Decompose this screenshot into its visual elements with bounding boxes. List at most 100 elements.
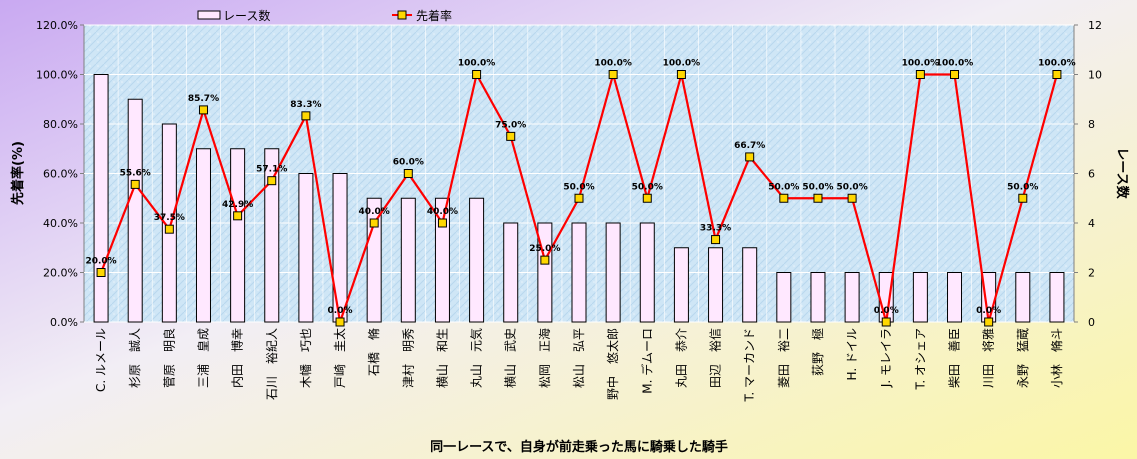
data-label: 100.0% bbox=[936, 59, 974, 69]
bar bbox=[93, 74, 109, 323]
line-point bbox=[711, 235, 721, 245]
x-axis-categories: C. ルメール 杉原 誠人 菅原 明良 三浦 皇成 内田 博幸 石川 裕紀人 木幡 巧也 戸崎… bbox=[94, 328, 1064, 403]
line-series bbox=[96, 70, 1062, 327]
category-label: C. ルメール bbox=[94, 328, 108, 392]
category-label: 石橋 脩 bbox=[367, 328, 381, 376]
line-point bbox=[813, 193, 823, 203]
data-label: 100.0% bbox=[458, 59, 496, 69]
data-label: 0.0% bbox=[328, 306, 353, 316]
gridlines bbox=[84, 24, 1074, 323]
bar bbox=[366, 197, 382, 323]
legend: レース数 先着率 bbox=[197, 8, 452, 23]
line-point bbox=[198, 105, 208, 115]
line-point bbox=[472, 70, 482, 79]
line-point bbox=[574, 193, 584, 203]
bar bbox=[844, 272, 860, 323]
line-point bbox=[745, 152, 755, 162]
data-label: 0.0% bbox=[874, 306, 899, 316]
right-tick-label: 0 bbox=[1088, 316, 1095, 329]
data-label: 100.0% bbox=[663, 59, 701, 69]
category-label: 小林 脩斗 bbox=[1050, 328, 1064, 388]
right-axis-title: レース数 bbox=[1114, 147, 1130, 199]
data-label: 100.0% bbox=[902, 59, 940, 69]
left-axis-title: 先着率(%) bbox=[10, 141, 26, 205]
category-label: 戸崎 圭太 bbox=[332, 328, 347, 388]
category-label: 菱田 裕二 bbox=[776, 328, 791, 388]
data-label: 37.5% bbox=[154, 213, 185, 223]
left-tick-label: 80.0% bbox=[43, 118, 78, 131]
bar bbox=[127, 98, 143, 323]
category-label: 丸田 恭介 bbox=[674, 328, 688, 388]
category-label: 松岡 正海 bbox=[537, 328, 552, 388]
bar bbox=[195, 148, 211, 323]
category-label: 菅原 明良 bbox=[161, 328, 176, 388]
data-label: 55.6% bbox=[120, 168, 151, 178]
bar bbox=[230, 148, 246, 323]
right-tick-label: 12 bbox=[1088, 19, 1102, 32]
data-label: 50.0% bbox=[802, 182, 833, 192]
left-tick-label: 40.0% bbox=[43, 217, 78, 230]
category-label: 石川 裕紀人 bbox=[264, 328, 279, 400]
bar bbox=[537, 222, 553, 323]
line-point bbox=[403, 169, 413, 178]
data-label: 75.0% bbox=[495, 120, 526, 130]
bar bbox=[332, 173, 348, 323]
left-tick-label: 120.0% bbox=[36, 19, 78, 32]
bar bbox=[742, 247, 758, 323]
category-label: 松山 弘平 bbox=[572, 328, 586, 388]
bar bbox=[912, 272, 928, 323]
bar bbox=[434, 197, 450, 323]
bar bbox=[571, 222, 587, 323]
category-label: 丸山 元気 bbox=[469, 328, 484, 388]
data-label: 33.3% bbox=[700, 224, 731, 234]
line-point bbox=[130, 179, 140, 189]
line-point bbox=[1018, 193, 1028, 203]
bar bbox=[639, 222, 655, 323]
data-label: 50.0% bbox=[836, 182, 867, 192]
bar bbox=[810, 272, 826, 323]
line-point bbox=[881, 317, 891, 327]
line-point bbox=[437, 218, 447, 228]
bar bbox=[264, 148, 280, 323]
data-label: 20.0% bbox=[85, 257, 116, 267]
data-label: 50.0% bbox=[1007, 182, 1038, 192]
data-label: 60.0% bbox=[393, 158, 424, 168]
legend-bar-swatch bbox=[197, 10, 221, 20]
legend-bar-label: レース数 bbox=[223, 8, 270, 23]
data-label: 100.0% bbox=[594, 59, 632, 69]
bar bbox=[161, 123, 177, 323]
line-point bbox=[506, 131, 516, 141]
data-label: 85.7% bbox=[188, 94, 219, 104]
category-label: T. マーカンド bbox=[743, 328, 757, 403]
category-label: 内田 博幸 bbox=[230, 328, 245, 388]
left-tick-label: 0.0% bbox=[50, 316, 78, 329]
left-tick-label: 60.0% bbox=[43, 168, 78, 181]
line-point bbox=[984, 317, 994, 327]
category-label: 荻野 極 bbox=[810, 328, 825, 376]
bar bbox=[503, 222, 519, 323]
data-label: 50.0% bbox=[768, 182, 799, 192]
line-point bbox=[301, 111, 311, 121]
category-label: J. モレイラ bbox=[879, 328, 893, 388]
bar bbox=[400, 197, 416, 323]
line-point bbox=[950, 70, 960, 79]
bar bbox=[708, 247, 724, 323]
line-point bbox=[233, 211, 243, 221]
line-point bbox=[96, 268, 106, 277]
x-axis-title: 同一レースで、自身が前走乗った馬に騎乗した騎手 bbox=[430, 439, 728, 455]
data-label: 100.0% bbox=[1038, 59, 1076, 69]
data-label: 40.0% bbox=[427, 207, 458, 217]
line-point bbox=[164, 224, 174, 234]
data-label: 57.1% bbox=[256, 165, 287, 175]
data-label: 25.0% bbox=[529, 244, 560, 254]
right-tick-label: 10 bbox=[1088, 69, 1102, 82]
legend-line-marker bbox=[397, 10, 407, 20]
legend-line-label: 先着率 bbox=[416, 8, 452, 23]
category-label: H. ドイル bbox=[845, 328, 859, 380]
data-label: 50.0% bbox=[563, 182, 594, 192]
line-point bbox=[540, 255, 550, 265]
bar bbox=[298, 173, 314, 323]
bar bbox=[605, 222, 621, 323]
